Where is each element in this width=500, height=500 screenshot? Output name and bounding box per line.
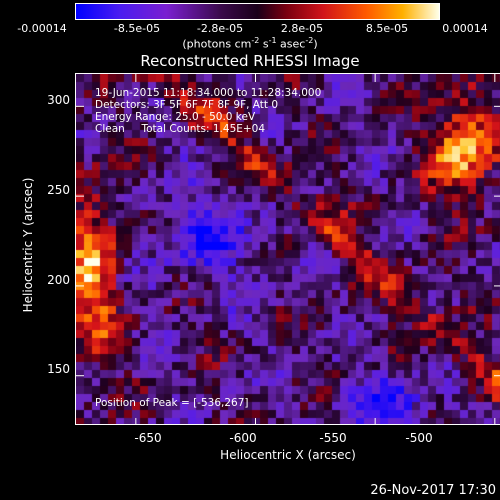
footer-date: 26-Nov-2017 17:30 — [370, 483, 496, 498]
colorbar-units: (photons cm-2 s-1 asec-2) — [182, 36, 318, 51]
annotation-energy: Energy Range: 25.0 - 50.0 keV — [95, 111, 256, 123]
x-tick-neg600: -600 — [229, 431, 257, 445]
x-tick-neg500: -500 — [405, 431, 433, 445]
colorbar — [75, 3, 440, 20]
x-tick-neg650: -650 — [134, 431, 162, 445]
y-tick-300: 300 — [47, 93, 70, 107]
chart-title: Reconstructed RHESSI Image — [140, 52, 360, 70]
annotation-detectors: Detectors: 3F 5F 6F 7F 8F 9F, Att 0 — [95, 99, 279, 111]
y-tick-150: 150 — [47, 362, 70, 376]
axis-ticks — [76, 74, 500, 424]
annotation-peak: Position of Peak = [-536,267] — [95, 397, 249, 409]
colorbar-tick-5: 0.00014 — [442, 22, 488, 35]
y-axis-label: Heliocentric Y (arcsec) — [21, 177, 35, 313]
colorbar-tick-0: -0.00014 — [17, 22, 67, 35]
y-tick-200: 200 — [47, 273, 70, 287]
colorbar-tick-1: -8.5e-05 — [113, 22, 161, 35]
y-tick-250: 250 — [47, 183, 70, 197]
plot-area — [75, 73, 500, 425]
colorbar-tick-2: -2.8e-05 — [196, 22, 244, 35]
heatmap-image — [76, 74, 500, 424]
annotation-method: Clean Total Counts: 1.45E+04 — [95, 123, 266, 135]
annotation-time: 19-Jun-2015 11:18:34.000 to 11:28:34.000 — [95, 87, 322, 99]
colorbar-tick-3: 2.8e-05 — [280, 22, 324, 35]
x-axis-label: Heliocentric X (arcsec) — [220, 448, 356, 462]
x-tick-neg550: -550 — [319, 431, 347, 445]
colorbar-tick-4: 8.5e-05 — [365, 22, 409, 35]
